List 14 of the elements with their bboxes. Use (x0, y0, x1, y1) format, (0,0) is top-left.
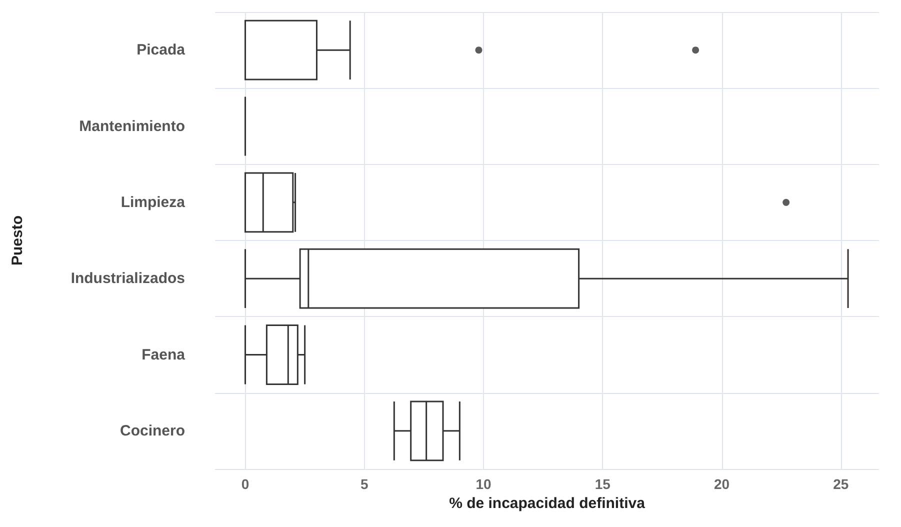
y-tick-label: Picada (136, 42, 186, 59)
x-tick-label: 0 (241, 476, 250, 492)
x-tick-label: 5 (360, 476, 368, 492)
x-tick-label: 25 (833, 476, 849, 492)
x-tick-label: 10 (476, 476, 492, 492)
y-tick-label: Cocinero (120, 422, 185, 440)
y-axis-title: Puesto (9, 215, 26, 266)
y-tick-label: Faena (142, 346, 186, 364)
y-tick-label: Industrializados (70, 270, 185, 288)
x-axis-title: % de incapacidad definitiva (449, 494, 646, 512)
y-tick-label: Mantenimiento (79, 118, 185, 135)
x-tick-label: 20 (714, 476, 730, 492)
x-tick-label: 15 (594, 476, 611, 492)
y-tick-label: Limpieza (120, 194, 186, 211)
